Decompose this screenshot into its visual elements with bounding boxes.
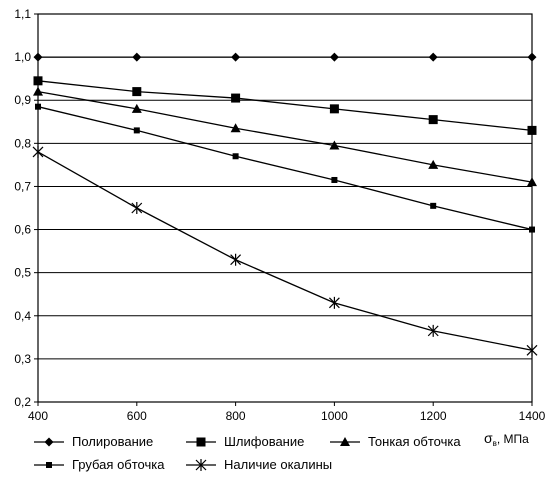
series-1-point-3 <box>329 104 339 114</box>
series-2 <box>33 86 537 187</box>
legend-marker-3 <box>46 462 52 468</box>
series-1-point-0 <box>33 76 43 86</box>
series-line-3 <box>37 106 533 231</box>
series-0-point-4 <box>428 52 438 62</box>
series-3 <box>35 103 535 233</box>
series-group <box>32 52 538 357</box>
series-line-2 <box>37 90 533 183</box>
legend-label-2: Тонкая обточка <box>368 434 461 449</box>
y-tick-label-9: 1,1 <box>14 7 31 21</box>
series-3-point-5 <box>529 226 535 233</box>
legend-label-1: Шлифование <box>224 434 304 449</box>
legend-item-3: Грубая обточка <box>34 457 165 472</box>
series-3-point-2 <box>232 153 239 160</box>
legend-item-2: Тонкая обточка <box>330 434 461 449</box>
y-tick-label-6: 0,8 <box>14 136 31 150</box>
series-2-point-2 <box>230 123 241 133</box>
series-4-point-1 <box>131 202 143 214</box>
series-0 <box>33 52 537 62</box>
legend-marker-1 <box>196 437 206 447</box>
x-tick-label-0: 400 <box>28 409 48 423</box>
series-0-point-3 <box>329 52 339 62</box>
axes: 0,2 0,3 0,4 0,5 0,6 0,7 0,8 0,9 1,0 1,1 400 600 800 1… <box>14 7 545 423</box>
series-0-point-1 <box>132 52 142 62</box>
series-line-1 <box>37 80 533 132</box>
series-4 <box>32 145 538 357</box>
legend-item-0: Полирование <box>34 434 153 449</box>
y-tick-label-5: 0,7 <box>14 179 31 193</box>
y-tick-label-3: 0,5 <box>14 266 31 280</box>
x-axis-label-unit: , МПа <box>497 432 529 446</box>
y-tick-label-8: 1,0 <box>14 50 31 64</box>
x-axis-label: σв, МПа <box>484 430 529 448</box>
legend-label-3: Грубая обточка <box>72 457 165 472</box>
legend-marker-0 <box>44 437 54 447</box>
legend-label-0: Полирование <box>72 434 153 449</box>
legend-item-1: Шлифование <box>186 434 304 449</box>
series-4-point-3 <box>328 296 340 309</box>
series-1 <box>33 76 537 135</box>
x-tick-label-5: 1400 <box>519 409 546 423</box>
series-1-point-5 <box>527 125 537 135</box>
series-4-point-5 <box>526 344 538 357</box>
y-tick-label-2: 0,4 <box>14 309 31 323</box>
series-1-point-2 <box>231 93 241 103</box>
x-tick-label-1: 600 <box>127 409 147 423</box>
x-tick-label-4: 1200 <box>420 409 447 423</box>
series-4-point-0 <box>32 145 44 158</box>
plot-frame <box>37 13 533 403</box>
y-tick-label-0: 0,2 <box>14 395 31 409</box>
x-tick-label-3: 1000 <box>321 409 348 423</box>
x-axis-label-symbol: σ <box>484 430 493 446</box>
series-2-point-1 <box>131 103 142 113</box>
series-2-point-3 <box>329 140 340 150</box>
legend-marker-2 <box>340 437 350 446</box>
legend: Полирование Шлифование Тонкая обточка Груба… <box>34 430 529 472</box>
x-tick-label-2: 800 <box>226 409 246 423</box>
series-2-point-5 <box>527 177 537 187</box>
series-0-point-0 <box>33 52 43 62</box>
legend-label-4: Наличие окалины <box>224 457 332 472</box>
series-0-point-2 <box>231 52 241 62</box>
y-tick-label-7: 0,9 <box>14 93 31 107</box>
series-1-point-4 <box>428 115 438 125</box>
series-1-point-1 <box>132 87 142 97</box>
series-3-point-4 <box>430 202 437 209</box>
series-2-point-0 <box>33 86 43 96</box>
series-4-point-2 <box>230 253 242 266</box>
gridlines <box>38 13 532 403</box>
series-0-point-5 <box>527 52 537 62</box>
legend-marker-4 <box>195 459 207 471</box>
x-axis-label-subscript: в <box>493 439 497 448</box>
series-line-4 <box>37 151 533 351</box>
series-2-point-4 <box>428 159 439 169</box>
legend-item-4: Наличие окалины <box>186 457 332 472</box>
y-tick-label-4: 0,6 <box>14 223 31 237</box>
series-3-point-3 <box>331 176 338 183</box>
series-3-point-1 <box>133 127 140 134</box>
series-3-point-0 <box>35 103 41 110</box>
y-tick-label-1: 0,3 <box>14 352 31 366</box>
series-4-point-4 <box>427 324 439 337</box>
